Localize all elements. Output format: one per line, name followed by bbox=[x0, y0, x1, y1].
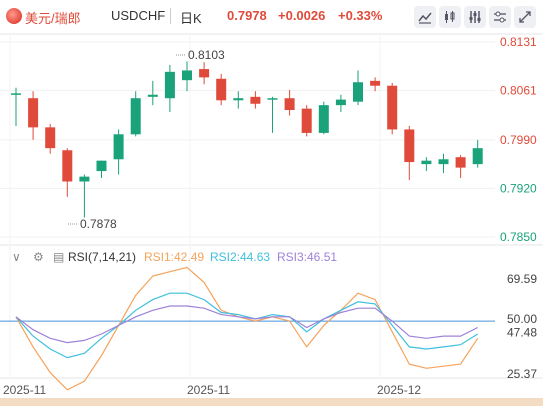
candle-body bbox=[233, 98, 244, 101]
candle-body bbox=[216, 78, 227, 101]
rsi3-line bbox=[15, 305, 478, 344]
candle-body bbox=[455, 157, 466, 168]
expand-icon bbox=[519, 11, 531, 23]
candle-body bbox=[62, 150, 73, 182]
candle-body bbox=[335, 99, 346, 106]
settings-icon bbox=[494, 11, 506, 23]
candle-body bbox=[387, 85, 398, 130]
rsi2-line bbox=[15, 292, 479, 359]
rsi-label: RSI(7,14,21) bbox=[68, 250, 137, 264]
price-axis-label: 0.7990 bbox=[500, 133, 537, 147]
candle-body bbox=[438, 159, 449, 165]
candles bbox=[11, 61, 483, 218]
grid bbox=[0, 34, 495, 378]
high-marker: 0.8103 bbox=[188, 48, 225, 62]
x-axis: 2025-11 2025-11 2025-12 bbox=[3, 383, 421, 397]
candle-body bbox=[182, 70, 192, 81]
chart-header: 美元/瑞郎 USDCHF 日K 0.7978 +0.0026 +0.33% bbox=[0, 0, 543, 34]
candle-button[interactable] bbox=[439, 6, 461, 28]
line-chart-icon bbox=[418, 12, 432, 24]
collapse-icon[interactable]: ∨ bbox=[12, 250, 21, 264]
candle-body bbox=[284, 98, 295, 111]
high-low-markers: 0.8103 0.7878 bbox=[68, 48, 225, 231]
candle-body bbox=[130, 98, 141, 135]
candle-body bbox=[301, 108, 312, 133]
price-axis-label: 0.8131 bbox=[500, 35, 537, 49]
bottom-bar bbox=[0, 398, 543, 406]
indicator-list-icon[interactable]: ▤ bbox=[53, 250, 65, 264]
price-change: +0.0026 bbox=[278, 8, 326, 23]
candle-body bbox=[96, 160, 107, 172]
rsi-axis-label: 25.37 bbox=[507, 367, 537, 381]
price-axis-label: 0.7920 bbox=[500, 181, 537, 195]
header-divider bbox=[170, 8, 171, 24]
candle-body bbox=[28, 98, 39, 128]
candle-body bbox=[318, 105, 329, 133]
rsi-axis-label: 47.48 bbox=[507, 326, 537, 340]
rsi-lines bbox=[0, 266, 495, 391]
price-axis-label: 0.8061 bbox=[500, 84, 537, 98]
rsi1-value: RSI1:42.49 bbox=[144, 250, 205, 264]
price-axis: 0.8131 0.8061 0.7990 0.7920 0.7850 bbox=[500, 35, 537, 244]
candle-body bbox=[353, 82, 363, 102]
settings-gear-icon[interactable]: ⚙ bbox=[33, 250, 44, 264]
currency-flag-icon bbox=[6, 8, 22, 24]
candle-body bbox=[45, 127, 56, 149]
candle-body bbox=[250, 96, 261, 104]
x-label: 2025-11 bbox=[3, 383, 46, 397]
candle-body bbox=[421, 160, 432, 165]
candle-body bbox=[199, 69, 210, 78]
candle-body bbox=[79, 176, 90, 182]
line-chart-button[interactable] bbox=[414, 6, 436, 28]
price-axis-label: 0.7850 bbox=[500, 230, 537, 244]
x-label: 2025-12 bbox=[377, 383, 421, 397]
expand-button[interactable] bbox=[514, 6, 536, 28]
candle-body bbox=[404, 129, 415, 163]
rsi-axis-label: 50.00 bbox=[507, 312, 537, 326]
candle-icon bbox=[445, 11, 455, 23]
candle-body bbox=[147, 94, 158, 97]
settings-button[interactable] bbox=[489, 6, 511, 28]
rsi3-value: RSI3:46.51 bbox=[277, 250, 338, 264]
current-price: 0.7978 bbox=[227, 8, 267, 23]
candle-body bbox=[113, 134, 124, 160]
low-marker: 0.7878 bbox=[80, 217, 117, 231]
pair-name[interactable]: 美元/瑞郎 bbox=[25, 11, 81, 26]
rsi-axis-label: 69.59 bbox=[507, 272, 537, 286]
candle-body bbox=[267, 98, 278, 100]
rsi2-value: RSI2:44.63 bbox=[210, 250, 271, 264]
indicator-icon bbox=[469, 11, 481, 23]
x-label: 2025-11 bbox=[187, 383, 230, 397]
rsi-header: ∨ ⚙ ▤ RSI(7,14,21) RSI1:42.49 RSI2:44.63… bbox=[0, 250, 400, 266]
candle-body bbox=[370, 80, 381, 86]
candle-body bbox=[472, 148, 483, 165]
rsi1-line bbox=[15, 266, 479, 391]
indicator-button[interactable] bbox=[464, 6, 486, 28]
price-change-percent: +0.33% bbox=[338, 8, 383, 23]
candle-body bbox=[11, 93, 21, 95]
candle-body bbox=[164, 71, 175, 99]
pair-code: USDCHF bbox=[111, 8, 166, 23]
period-selector[interactable]: 日K bbox=[180, 11, 202, 26]
